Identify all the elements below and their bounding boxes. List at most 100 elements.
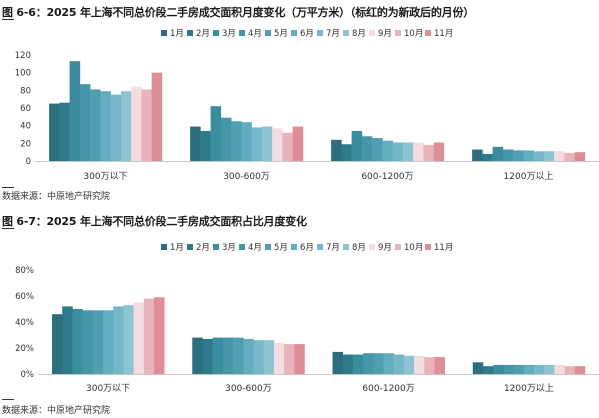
bar: [351, 130, 363, 161]
bar: [282, 132, 293, 161]
legend-label: 11月: [434, 29, 453, 39]
x-category-label: 600-1200万: [361, 172, 413, 182]
bar: [564, 153, 575, 161]
legend-item: 1月: [161, 243, 184, 253]
y-tick-label: 0%: [21, 370, 35, 380]
bar: [383, 353, 395, 374]
bar: [151, 72, 163, 161]
legend-item: 4月: [239, 29, 262, 39]
bar: [72, 309, 83, 374]
legend-item: 3月: [213, 243, 236, 253]
bar: [372, 138, 383, 161]
y-tick-label: 60%: [15, 292, 34, 302]
bar: [523, 150, 534, 161]
legend-swatch: [161, 30, 167, 36]
legend-swatch: [369, 244, 375, 250]
bar: [574, 366, 586, 374]
legend-label: 8月: [352, 243, 366, 253]
bar: [92, 310, 104, 374]
bar: [241, 122, 252, 161]
bar: [554, 364, 565, 374]
legend-label: 1月: [170, 29, 184, 39]
bar: [361, 136, 373, 161]
bar-chart-area-by-price: 1月 2月 3月 4月 5月 6月 7月 8月 9月 10月 11月 0 20 40 60 80 100 120 3…: [15, 29, 599, 182]
bar: [482, 153, 493, 161]
category-group: [192, 337, 305, 374]
title-underline: [2, 19, 14, 20]
bar: [533, 151, 545, 161]
bar: [502, 149, 514, 161]
legend-label: 9月: [378, 243, 392, 253]
legend-swatch: [265, 244, 271, 250]
legend-item: 8月: [343, 29, 366, 39]
x-category-label: 1200万以上: [504, 383, 554, 394]
bar: [284, 344, 295, 374]
legend-item: 11月: [425, 29, 453, 39]
legend-swatch: [239, 30, 245, 36]
bar: [231, 121, 242, 161]
bar: [69, 61, 81, 161]
bar: [200, 130, 211, 161]
legend-label: 6月: [300, 29, 314, 39]
y-tick-label: 60: [20, 104, 31, 114]
bar: [373, 353, 384, 374]
legend-swatch: [395, 30, 401, 36]
x-category-label: 300万以下: [86, 384, 130, 394]
bar: [263, 340, 275, 374]
bar: [212, 337, 224, 374]
y-tick-label: 0: [26, 157, 31, 167]
bar: [434, 357, 446, 374]
bar: [123, 305, 134, 374]
legend-label: 10月: [404, 29, 423, 39]
bar: [433, 142, 445, 161]
bar: [503, 364, 514, 374]
legend-label: 1月: [170, 243, 184, 253]
legend-swatch: [213, 244, 219, 250]
legend-swatch: [187, 244, 193, 250]
y-tick-label: 40%: [15, 318, 34, 328]
bar: [413, 142, 424, 161]
figure-6-7-title: 图 6-7：2025 年上海不同总价段二手房成交面积占比月度变化: [2, 215, 307, 228]
legend-label: 3月: [222, 243, 236, 253]
y-tick-label: 100: [15, 69, 31, 79]
bar: [192, 337, 203, 374]
category-group: [49, 61, 163, 161]
bar: [414, 355, 425, 374]
bar: [403, 355, 415, 374]
legend-swatch: [239, 244, 245, 250]
bar: [392, 142, 404, 161]
bar: [251, 127, 263, 161]
legend-item: 6月: [291, 29, 314, 39]
legend-item: 2月: [187, 243, 210, 253]
bar: [472, 149, 483, 161]
bar: [493, 364, 504, 374]
legend-swatch: [213, 30, 219, 36]
bar: [341, 144, 352, 161]
legend-label: 2月: [196, 29, 210, 39]
bar: [294, 344, 305, 374]
legend-swatch: [369, 30, 375, 36]
bar: [90, 89, 101, 161]
legend-item: 1月: [161, 29, 184, 39]
bar: [273, 342, 285, 374]
bar: [544, 364, 555, 374]
legend-swatch: [343, 30, 349, 36]
legend-item: 3月: [213, 29, 236, 39]
x-category-label: 300万以下: [83, 172, 127, 182]
bar: [222, 337, 234, 374]
legend-label: 6月: [300, 243, 314, 253]
category-group: [52, 297, 165, 374]
legend-label: 7月: [326, 243, 340, 253]
legend-swatch: [161, 244, 167, 250]
bar: [243, 338, 254, 374]
legend-label: 9月: [378, 29, 392, 39]
legend-item: 5月: [265, 29, 288, 39]
bar: [210, 106, 222, 161]
legend-item: 9月: [369, 243, 392, 253]
y-tick-label: 120: [15, 51, 31, 61]
bar: [141, 89, 152, 161]
x-category-label: 600-1200万: [362, 384, 414, 394]
bar: [113, 306, 124, 374]
bar: [332, 351, 344, 374]
bar: [482, 366, 494, 374]
